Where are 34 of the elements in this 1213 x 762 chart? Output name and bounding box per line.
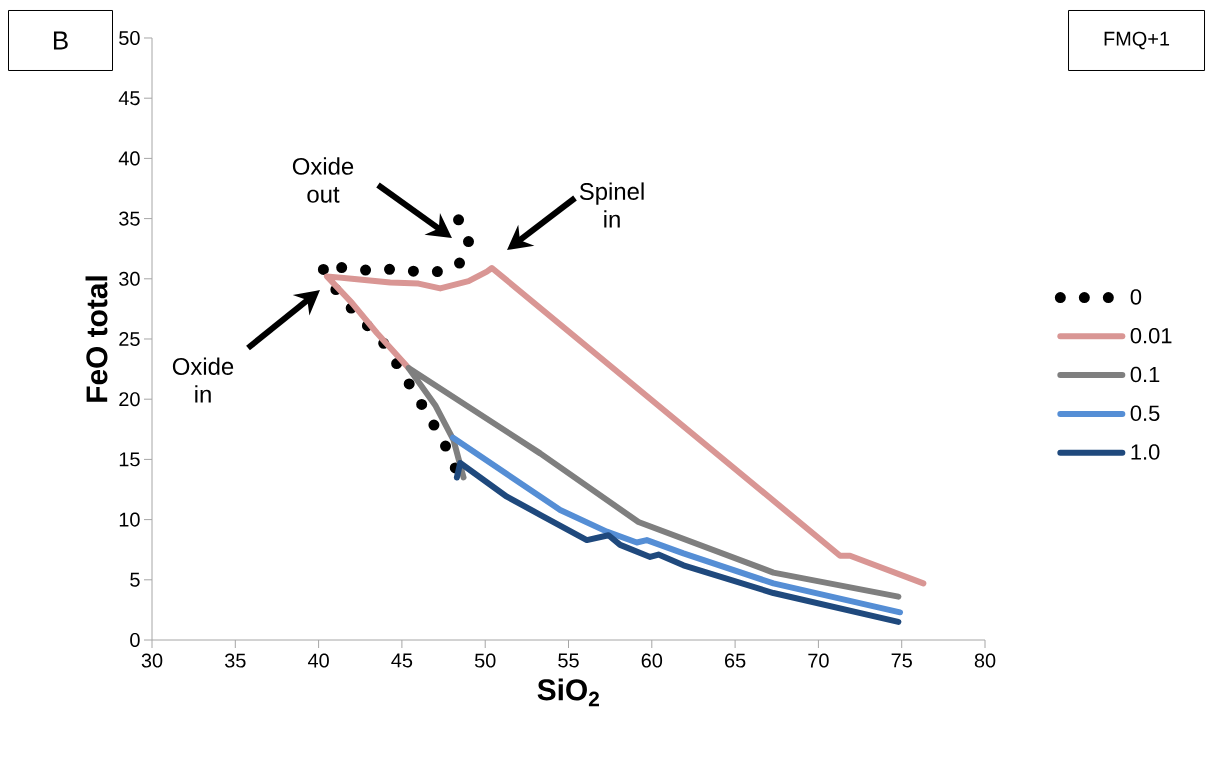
legend-label: 0.1	[1130, 366, 1160, 383]
x-tick-label: 30	[141, 653, 163, 668]
y-tick-label: 30	[119, 271, 140, 286]
x-tick-label: 50	[474, 653, 496, 668]
annotation: Oxide out	[292, 157, 354, 203]
y-axis-title: FeO total	[85, 276, 108, 402]
y-tick-label: 35	[119, 211, 140, 226]
x-tick-label: 35	[224, 653, 246, 668]
x-tick-label: 75	[891, 653, 912, 668]
x-tick-label: 70	[808, 653, 829, 668]
legend-label: 0.01	[1130, 327, 1172, 344]
y-tick-label: 20	[119, 392, 140, 407]
x-axis-title: SiO$_{2}$	[537, 678, 599, 707]
text: FMQ+1	[1104, 31, 1170, 50]
annotation: Spinel in	[579, 182, 644, 228]
x-tick-label: 55	[558, 653, 579, 668]
y-tick-label: 0	[130, 632, 140, 648]
y-tick-label: 25	[119, 331, 140, 347]
y-tick-label: 40	[118, 151, 140, 166]
legend-label: 0.5	[1130, 405, 1160, 422]
legend-label: 1.0	[1131, 444, 1160, 460]
text: B	[53, 31, 68, 50]
y-tick-label: 5	[130, 572, 140, 587]
x-tick-label: 40	[307, 653, 329, 668]
annotation: Oxide in	[172, 357, 234, 403]
y-tick-label: 50	[119, 30, 140, 46]
y-tick-label: 15	[119, 452, 140, 467]
y-tick-label: 10	[119, 512, 140, 527]
legend-label: 0	[1130, 289, 1142, 305]
x-tick-label: 45	[391, 653, 413, 668]
x-tick-label: 80	[974, 653, 996, 668]
x-tick-label: 60	[641, 653, 663, 668]
x-tick-label: 65	[725, 653, 746, 668]
y-tick-label: 45	[118, 91, 140, 106]
